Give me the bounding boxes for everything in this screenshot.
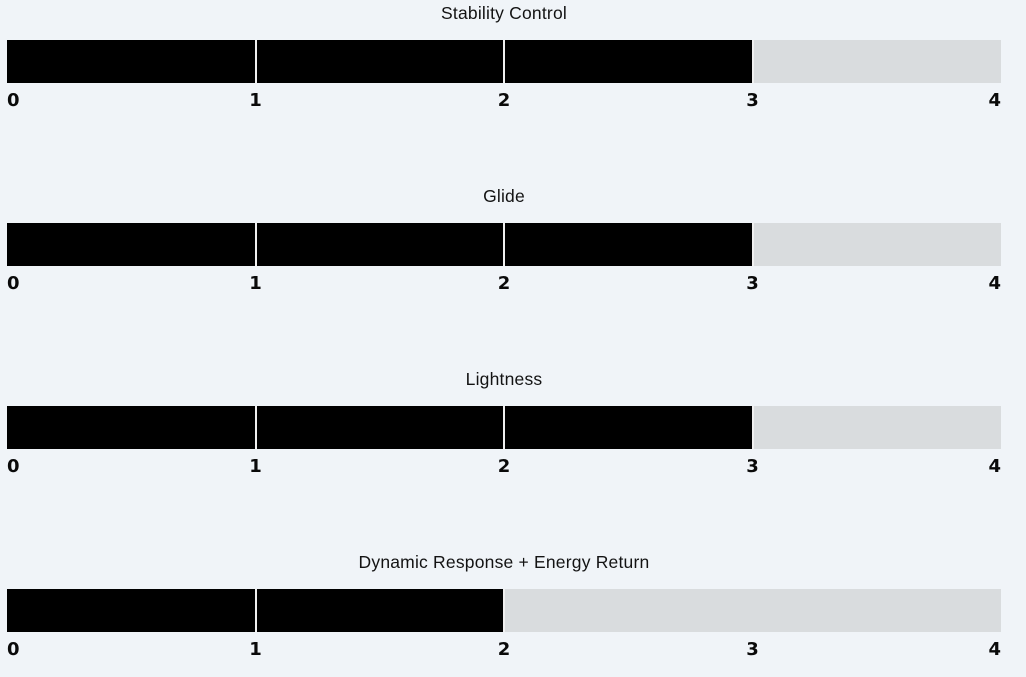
rating-bar-fill	[7, 223, 753, 266]
axis-tick-label: 3	[746, 456, 759, 477]
axis-tick-label: 4	[988, 639, 1001, 660]
segment-divider	[254, 223, 257, 266]
segment-divider	[503, 589, 505, 632]
chart-title: Stability Control	[441, 3, 567, 23]
segment-divider	[751, 40, 754, 83]
axis-tick-label: 2	[497, 639, 511, 660]
axis-tick-label: 2	[497, 273, 511, 294]
segment-divider	[503, 406, 505, 449]
axis-tick-label: 0	[7, 90, 20, 111]
rating-chart: Glide 0 1 2 3 4	[7, 185, 1001, 295]
axis-tick-label: 1	[249, 90, 262, 111]
rating-bar-track	[7, 40, 1001, 83]
rating-bar-track	[7, 589, 1001, 632]
axis-tick-label: 2	[497, 90, 511, 111]
axis-tick-label: 4	[988, 456, 1001, 477]
ratings-panel: Stability Control 0 1 2 3 4 Glide 0 1 2 3 4 Ligh…	[7, 2, 1001, 661]
axis-tick-label: 4	[988, 273, 1001, 294]
rating-bar-track	[7, 406, 1001, 449]
rating-chart: Stability Control 0 1 2 3 4	[7, 2, 1001, 112]
axis-tick-row: 0 1 2 3 4	[7, 273, 1001, 295]
axis-tick-row: 0 1 2 3 4	[7, 639, 1001, 661]
axis-tick-label: 0	[7, 456, 20, 477]
chart-title: Dynamic Response + Energy Return	[358, 552, 650, 572]
axis-tick-label: 0	[7, 639, 20, 660]
rating-bar-track	[7, 223, 1001, 266]
axis-tick-row: 0 1 2 3 4	[7, 456, 1001, 478]
axis-tick-label: 4	[988, 90, 1001, 111]
axis-tick-label: 2	[497, 456, 511, 477]
axis-tick-label: 3	[746, 273, 759, 294]
segment-divider	[254, 589, 257, 632]
segment-divider	[751, 406, 754, 449]
segment-divider	[503, 223, 505, 266]
chart-title: Glide	[483, 186, 525, 206]
segment-divider	[254, 406, 257, 449]
segment-divider	[751, 223, 754, 266]
segment-divider	[254, 40, 257, 83]
rating-chart: Lightness 0 1 2 3 4	[7, 368, 1001, 478]
axis-tick-label: 1	[249, 639, 262, 660]
rating-bar-fill	[7, 406, 753, 449]
chart-title: Lightness	[465, 369, 543, 389]
rating-bar-fill	[7, 40, 753, 83]
axis-tick-label: 1	[249, 456, 262, 477]
axis-tick-label: 0	[7, 273, 20, 294]
axis-tick-label: 1	[249, 273, 262, 294]
axis-tick-row: 0 1 2 3 4	[7, 90, 1001, 112]
segment-divider	[503, 40, 505, 83]
rating-chart: Dynamic Response + Energy Return 0 1 2 3 4	[7, 551, 1001, 661]
axis-tick-label: 3	[746, 90, 759, 111]
axis-tick-label: 3	[746, 639, 759, 660]
